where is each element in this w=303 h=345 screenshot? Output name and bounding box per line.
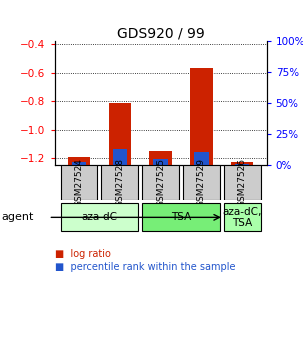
Bar <box>113 149 127 165</box>
Bar <box>190 68 213 165</box>
Bar <box>61 204 138 231</box>
Text: ■  percentile rank within the sample: ■ percentile rank within the sample <box>55 263 235 272</box>
Bar <box>153 159 168 165</box>
Bar <box>142 204 220 231</box>
Text: GSM27525: GSM27525 <box>156 158 165 207</box>
Text: GSM27528: GSM27528 <box>115 158 124 207</box>
Bar <box>183 165 220 200</box>
Text: ■  log ratio: ■ log ratio <box>55 249 110 258</box>
Bar <box>102 165 138 200</box>
Title: GDS920 / 99: GDS920 / 99 <box>117 26 205 40</box>
Bar <box>61 165 97 200</box>
Bar <box>194 152 208 165</box>
Text: GSM27524: GSM27524 <box>75 158 84 207</box>
Bar <box>68 157 90 165</box>
Bar <box>108 103 131 165</box>
Bar <box>72 162 86 165</box>
Bar <box>224 204 261 231</box>
Text: TSA: TSA <box>171 213 191 222</box>
Text: aza-dC,
TSA: aza-dC, TSA <box>222 207 262 228</box>
Text: aza-dC: aza-dC <box>82 213 117 222</box>
Text: GSM27526: GSM27526 <box>238 158 247 207</box>
Bar <box>149 151 172 165</box>
Bar <box>231 162 253 165</box>
Bar <box>235 164 249 165</box>
Text: GSM27529: GSM27529 <box>197 158 206 207</box>
Text: agent: agent <box>2 213 34 222</box>
Bar <box>142 165 179 200</box>
Bar <box>224 165 261 200</box>
